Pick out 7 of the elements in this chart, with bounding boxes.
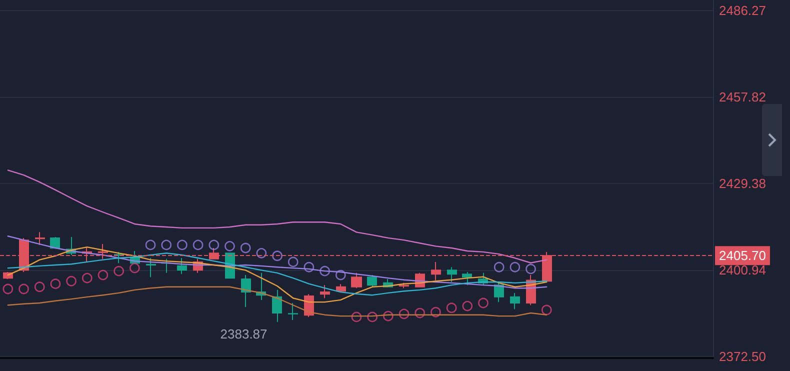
y-tick-label: 2429.38 bbox=[719, 176, 766, 192]
y-tick-label: 2400.94 bbox=[719, 262, 766, 278]
annotation: 2383.87 bbox=[220, 326, 268, 342]
ref-line-label: 2405.70 bbox=[719, 248, 766, 264]
y-tick-label: 2457.82 bbox=[719, 90, 766, 105]
y-tick-label: 2372.50 bbox=[719, 348, 766, 364]
y-tick-label: 2486.27 bbox=[719, 3, 766, 18]
